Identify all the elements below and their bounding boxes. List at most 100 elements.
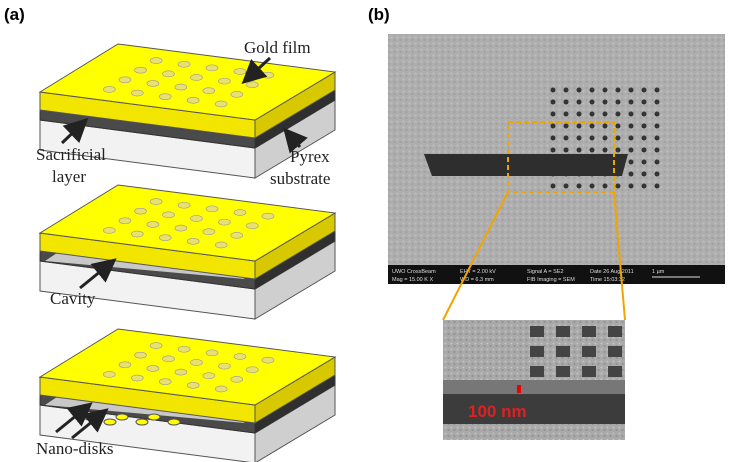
hole [234,354,246,360]
hole [103,227,115,233]
info-text: Mag = 15.00 K X [392,277,433,283]
sem-hole [603,124,608,129]
hole [135,67,147,73]
sem-hole [577,112,582,117]
inset-hole [556,346,570,357]
hole [187,238,199,244]
sem-hole [642,160,647,165]
hole [190,359,202,365]
sem-hole [564,88,569,93]
hole [159,94,171,100]
hole [135,208,147,214]
hole [234,210,246,216]
hole [119,77,131,83]
hole [159,235,171,241]
hole [218,219,230,225]
sem-hole [564,148,569,153]
sem-hole [551,112,556,117]
sem-hole [655,148,660,153]
hole [150,58,162,64]
hole [246,223,258,229]
sem-hole [629,100,634,105]
sem-hole [577,184,582,189]
sem-hole [590,112,595,117]
inset-hole [608,346,622,357]
sem-hole [603,112,608,117]
sem-hole [577,124,582,129]
hole [234,69,246,75]
sem-hole [629,160,634,165]
hole [246,367,258,373]
sem-hole [655,184,660,189]
inset-hole [608,366,622,377]
hole [175,225,187,231]
hole [203,229,215,235]
nano-disk [116,414,128,420]
label: Pyrex [290,147,330,166]
sem-hole [655,100,660,105]
hole [215,386,227,392]
hole [103,86,115,92]
sem-hole [655,172,660,177]
hole [187,382,199,388]
sem-hole [551,88,556,93]
sem-hole [642,136,647,141]
sem-hole [642,184,647,189]
hole [206,65,218,71]
info-text: UWO CrossBeam [392,269,436,275]
sem-hole [616,88,621,93]
panel-label: (a) [4,5,25,24]
sem-hole [551,124,556,129]
scale-label: 100 nm [468,402,527,421]
sem-hole [577,136,582,141]
sem-hole [655,112,660,117]
inset-hole [530,326,544,337]
hole [231,232,243,238]
sem-hole [564,100,569,105]
sem-hole [564,136,569,141]
hole [203,373,215,379]
hole [163,356,175,362]
schematics [40,44,335,462]
hole [246,82,258,88]
hole [175,84,187,90]
hole [215,101,227,107]
inset-hole [582,326,596,337]
info-text: FIB Imaging = SEM [527,277,575,283]
hole [262,357,274,363]
label: Gold film [244,38,311,57]
inset-hole [608,326,622,337]
hole [206,206,218,212]
label: substrate [270,169,330,188]
sem-hole [629,136,634,141]
inset-hole [582,346,596,357]
sem-hole [616,136,621,141]
nano-disk [136,419,148,425]
inset-hole [530,346,544,357]
hole [190,215,202,221]
hole [215,242,227,248]
sem-hole [603,100,608,105]
sem-hole [616,148,621,153]
hole [231,376,243,382]
sem-hole [629,124,634,129]
sem-hole [590,88,595,93]
sem-hole [590,148,595,153]
inset-hole [530,366,544,377]
sem-hole [577,148,582,153]
sem-hole [551,184,556,189]
sem-hole [590,136,595,141]
hole [150,343,162,349]
hole [187,97,199,103]
hole [178,61,190,67]
hole [147,365,159,371]
sem-hole [603,88,608,93]
inset-hole [556,326,570,337]
hole [262,213,274,219]
sem-hole [616,124,621,129]
sem-hole [603,136,608,141]
label: layer [52,167,86,186]
sem-hole [655,160,660,165]
sem-hole [642,148,647,153]
label: Nano-disks [36,439,113,458]
